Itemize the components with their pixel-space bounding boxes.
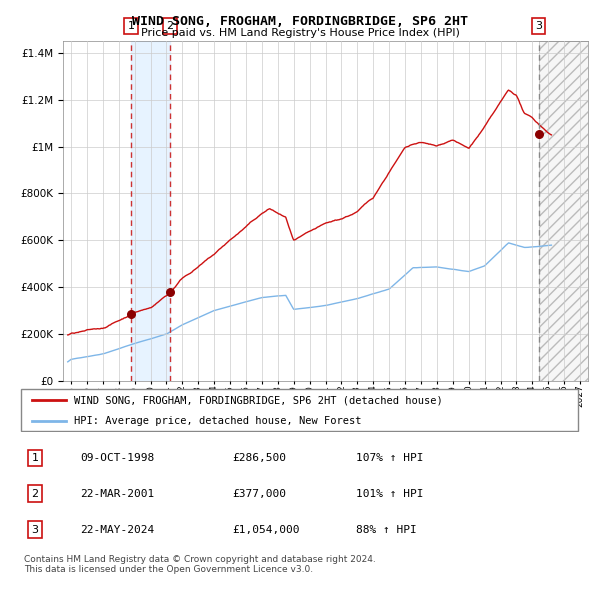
Text: 88% ↑ HPI: 88% ↑ HPI [356,525,417,535]
Text: WIND SONG, FROGHAM, FORDINGBRIDGE, SP6 2HT: WIND SONG, FROGHAM, FORDINGBRIDGE, SP6 2… [132,15,468,28]
Text: 3: 3 [31,525,38,535]
Point [534,129,544,139]
Text: HPI: Average price, detached house, New Forest: HPI: Average price, detached house, New … [74,416,362,426]
Point [165,288,175,297]
Text: Contains HM Land Registry data © Crown copyright and database right 2024.
This d: Contains HM Land Registry data © Crown c… [24,555,376,574]
Bar [131,41,170,381]
Text: 2: 2 [31,489,38,499]
Text: 107% ↑ HPI: 107% ↑ HPI [356,453,424,463]
Text: 1: 1 [128,21,134,31]
Text: 22-MAR-2001: 22-MAR-2001 [80,489,154,499]
Text: 2: 2 [167,21,173,31]
FancyBboxPatch shape [21,389,578,431]
Text: £286,500: £286,500 [232,453,286,463]
Text: 22-MAY-2024: 22-MAY-2024 [80,525,154,535]
Text: 09-OCT-1998: 09-OCT-1998 [80,453,154,463]
Text: Price paid vs. HM Land Registry's House Price Index (HPI): Price paid vs. HM Land Registry's House … [140,28,460,38]
Text: 3: 3 [535,21,542,31]
Text: £1,054,000: £1,054,000 [232,525,300,535]
Text: 101% ↑ HPI: 101% ↑ HPI [356,489,424,499]
Point [126,309,136,318]
Text: 1: 1 [31,453,38,463]
Bar [539,41,588,381]
Text: WIND SONG, FROGHAM, FORDINGBRIDGE, SP6 2HT (detached house): WIND SONG, FROGHAM, FORDINGBRIDGE, SP6 2… [74,395,443,405]
Bar [539,41,588,381]
Text: £377,000: £377,000 [232,489,286,499]
